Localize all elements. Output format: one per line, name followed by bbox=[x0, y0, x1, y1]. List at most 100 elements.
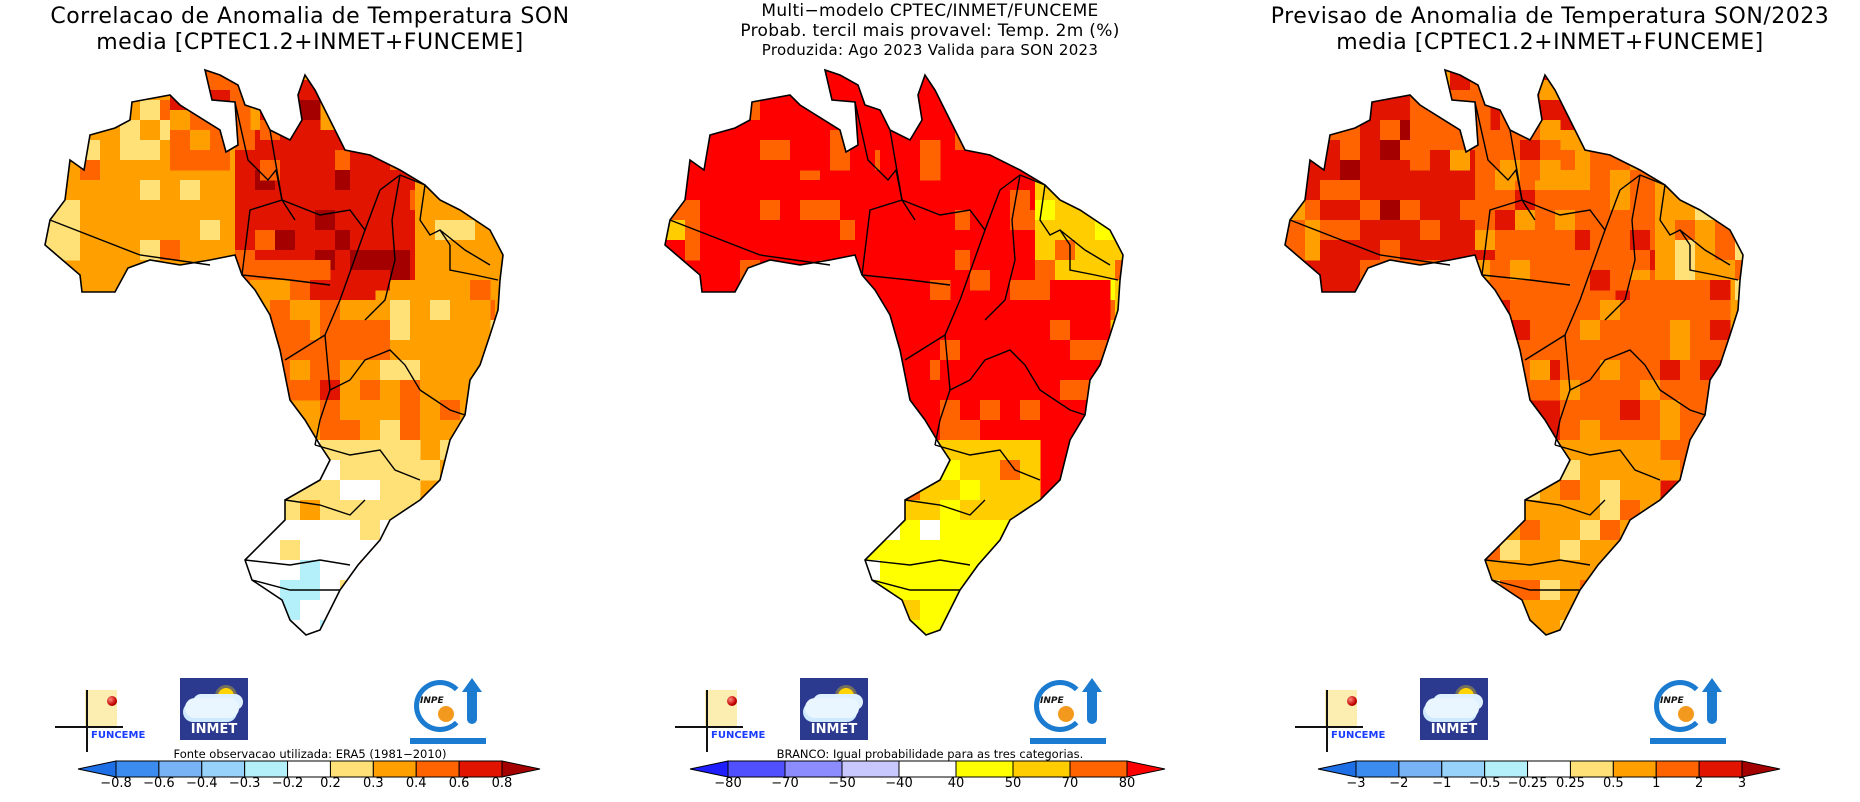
panel-title-line-1: Multi−modelo CPTEC/INMET/FUNCEME bbox=[761, 1, 1099, 21]
grid-cell bbox=[1580, 380, 1601, 401]
grid-cell bbox=[830, 360, 851, 381]
grid-cell bbox=[1340, 200, 1361, 221]
grid-cell bbox=[880, 560, 901, 581]
grid-cell bbox=[140, 200, 161, 221]
grid-cell bbox=[1610, 190, 1631, 211]
grid-cell bbox=[1600, 640, 1621, 661]
grid-cell bbox=[920, 100, 941, 121]
grid-cell bbox=[475, 180, 496, 201]
grid-cell bbox=[1560, 500, 1581, 521]
grid-cell bbox=[1520, 460, 1541, 481]
grid-cell bbox=[1580, 400, 1601, 421]
state-border bbox=[861, 274, 951, 286]
colorbar-box bbox=[458, 760, 503, 778]
grid-cell bbox=[255, 190, 276, 211]
grid-cell bbox=[1540, 160, 1561, 181]
grid-cell bbox=[960, 540, 981, 561]
grid-cell bbox=[940, 560, 961, 581]
grid-cell bbox=[1410, 90, 1431, 111]
panel-title-line-1: Previsao de Anomalia de Temperatura SON/… bbox=[1270, 4, 1830, 29]
grid-cell bbox=[235, 290, 256, 311]
state-border bbox=[244, 559, 351, 566]
grid-cell bbox=[475, 200, 496, 221]
grid-cell bbox=[280, 640, 301, 661]
grid-cell bbox=[1620, 520, 1641, 541]
grid-cell bbox=[960, 460, 981, 481]
grid-cell bbox=[470, 320, 491, 341]
funceme-label: FUNCEME bbox=[91, 730, 146, 741]
grid-cell bbox=[340, 640, 361, 661]
grid-cell bbox=[260, 640, 281, 661]
grid-cell bbox=[915, 210, 936, 231]
colorbar-note: Fonte observacao utilizada: ERA5 (1981−2… bbox=[173, 747, 447, 761]
grid-cell bbox=[870, 360, 891, 381]
state-border bbox=[234, 101, 283, 276]
grid-cell bbox=[1640, 380, 1661, 401]
grid-cell bbox=[1360, 180, 1381, 201]
grid-cell bbox=[1620, 420, 1641, 441]
grid-cell bbox=[380, 640, 401, 661]
grid-cell bbox=[875, 190, 896, 211]
grid-cell bbox=[1010, 170, 1031, 191]
grid-cell bbox=[1555, 190, 1576, 211]
colorbar-tick-label: −2 bbox=[1389, 776, 1409, 791]
grid-cell bbox=[460, 440, 481, 461]
state-border bbox=[1484, 559, 1591, 566]
grid-cell bbox=[855, 150, 876, 171]
grid-cell bbox=[1340, 260, 1361, 281]
colorbar-box bbox=[784, 760, 843, 778]
grid-cell bbox=[910, 260, 931, 281]
colorbar-tick-label: 3 bbox=[1737, 776, 1747, 791]
grid-cell bbox=[240, 560, 261, 581]
colorbar-tick-label: 0.25 bbox=[1555, 776, 1585, 791]
grid-cell bbox=[1530, 280, 1551, 301]
grid-cell bbox=[1470, 280, 1491, 301]
grid-cell bbox=[940, 460, 961, 481]
grid-cell bbox=[720, 260, 741, 281]
grid-cell bbox=[720, 100, 741, 121]
state-border bbox=[1289, 219, 1451, 266]
grid-cell bbox=[300, 560, 321, 581]
grid-cell bbox=[1540, 600, 1561, 621]
grid-cell bbox=[915, 190, 936, 211]
grid-cell bbox=[1540, 540, 1561, 561]
colorbar-labels: −0.8 −0.6 −0.4 −0.3 −0.2 0.2 0.3 0.4 0.6 0.8 bbox=[0, 776, 620, 794]
grid-cell bbox=[1040, 440, 1061, 461]
grid-cell bbox=[980, 480, 1001, 501]
grid-cell bbox=[1675, 240, 1696, 261]
grid-cell bbox=[400, 380, 421, 401]
colorbar-tick-label: 1 bbox=[1652, 776, 1661, 791]
grid-cell bbox=[720, 140, 741, 161]
grid-cell bbox=[740, 120, 761, 141]
grid-cell bbox=[360, 640, 381, 661]
grid-cell bbox=[860, 640, 881, 661]
colorbar-box bbox=[1612, 760, 1657, 778]
colorbar-box bbox=[1069, 760, 1128, 778]
funceme-logo: FUNCEME bbox=[675, 682, 765, 752]
grid-cell bbox=[860, 520, 881, 541]
colorbar-tick-label: 40 bbox=[947, 776, 965, 791]
colorbar-box bbox=[1441, 760, 1486, 778]
grid-cell bbox=[340, 320, 361, 341]
grid-cell bbox=[980, 460, 1001, 481]
grid-cell bbox=[1620, 380, 1641, 401]
grid-cell bbox=[1400, 240, 1421, 261]
grid-cell bbox=[280, 540, 301, 561]
grid-cell bbox=[1500, 140, 1521, 161]
grid-cell bbox=[1450, 300, 1471, 321]
grid-cell bbox=[1610, 250, 1631, 271]
state-border bbox=[669, 219, 831, 266]
state-border bbox=[449, 245, 499, 281]
grid-cell bbox=[45, 220, 66, 241]
state-border bbox=[284, 499, 366, 516]
grid-cell bbox=[280, 100, 301, 121]
colorbar-tick-label: −80 bbox=[714, 776, 742, 791]
grid-cell bbox=[190, 130, 211, 151]
colorbar-box bbox=[955, 760, 1014, 778]
state-border bbox=[419, 184, 451, 246]
grid-cell bbox=[1000, 440, 1021, 461]
colorbar-box bbox=[841, 760, 900, 778]
arrow-up-icon bbox=[1702, 678, 1722, 692]
cloud-icon bbox=[805, 698, 859, 718]
grid-cell bbox=[1535, 190, 1556, 211]
